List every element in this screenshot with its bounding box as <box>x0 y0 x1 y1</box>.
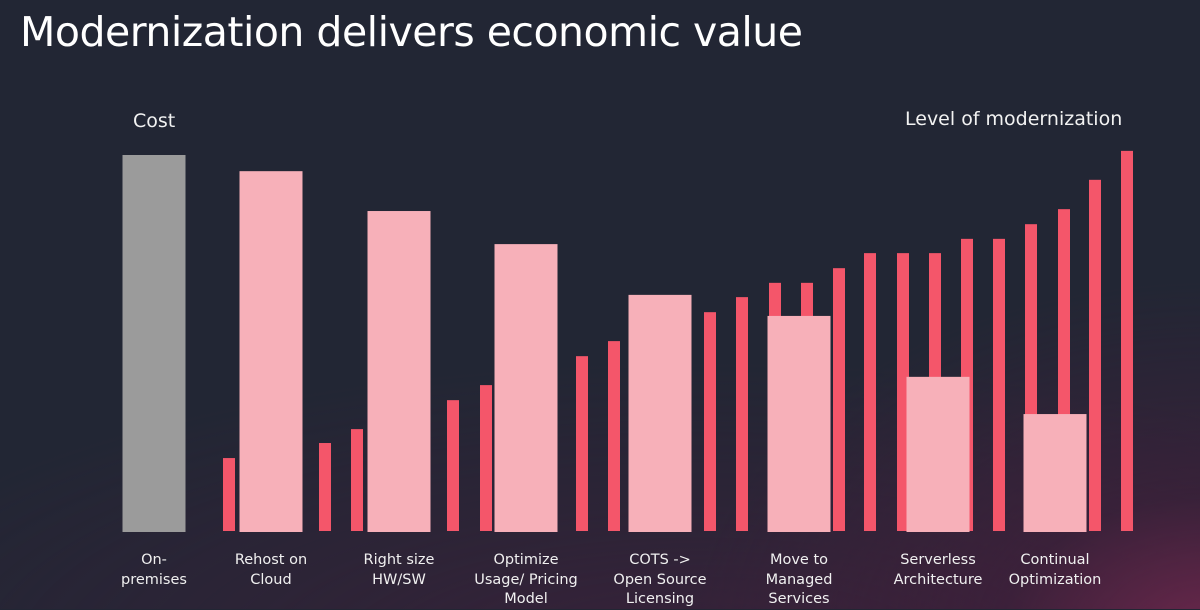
modernization-bar <box>704 312 716 531</box>
modernization-bar <box>736 297 748 531</box>
cost-bar <box>628 294 692 532</box>
modernization-bar <box>576 356 588 531</box>
modernization-bar <box>351 429 363 531</box>
category-label: Rehost on Cloud <box>234 552 308 588</box>
modernization-axis-label: Level of modernization <box>905 108 1123 130</box>
cost-bar <box>767 315 831 532</box>
slide-title: Modernization delivers economic value <box>20 8 803 56</box>
category-label: On- premises <box>121 552 187 588</box>
modernization-bar <box>864 253 876 532</box>
category-label: Right size HW/SW <box>363 552 435 588</box>
modernization-bar <box>833 268 845 531</box>
modernization-bar <box>480 385 492 531</box>
on-premises-cost-bar <box>122 155 186 532</box>
modernization-bar <box>608 341 620 531</box>
category-label: COTS -> Open Source Licensing <box>613 552 707 607</box>
modernization-bar <box>223 458 235 531</box>
cost-axis-label: Cost <box>133 110 176 132</box>
modernization-bar <box>897 253 909 532</box>
cost-bar <box>906 376 970 532</box>
category-label: Optimize Usage/ Pricing Model <box>474 552 578 607</box>
cost-bar <box>1023 414 1087 532</box>
category-label: Serverless Architecture <box>893 552 983 588</box>
modernization-bar <box>1121 150 1133 531</box>
modernization-bar <box>1089 179 1101 532</box>
cost-bar <box>494 244 558 532</box>
category-label: Continual Optimization <box>1008 552 1102 588</box>
cost-bar <box>239 171 303 532</box>
modernization-bar <box>319 443 331 531</box>
cost-bar <box>367 211 431 533</box>
modernization-bar <box>993 238 1005 531</box>
modernization-bar <box>447 400 459 531</box>
category-label: Move to Managed Services <box>765 552 833 607</box>
